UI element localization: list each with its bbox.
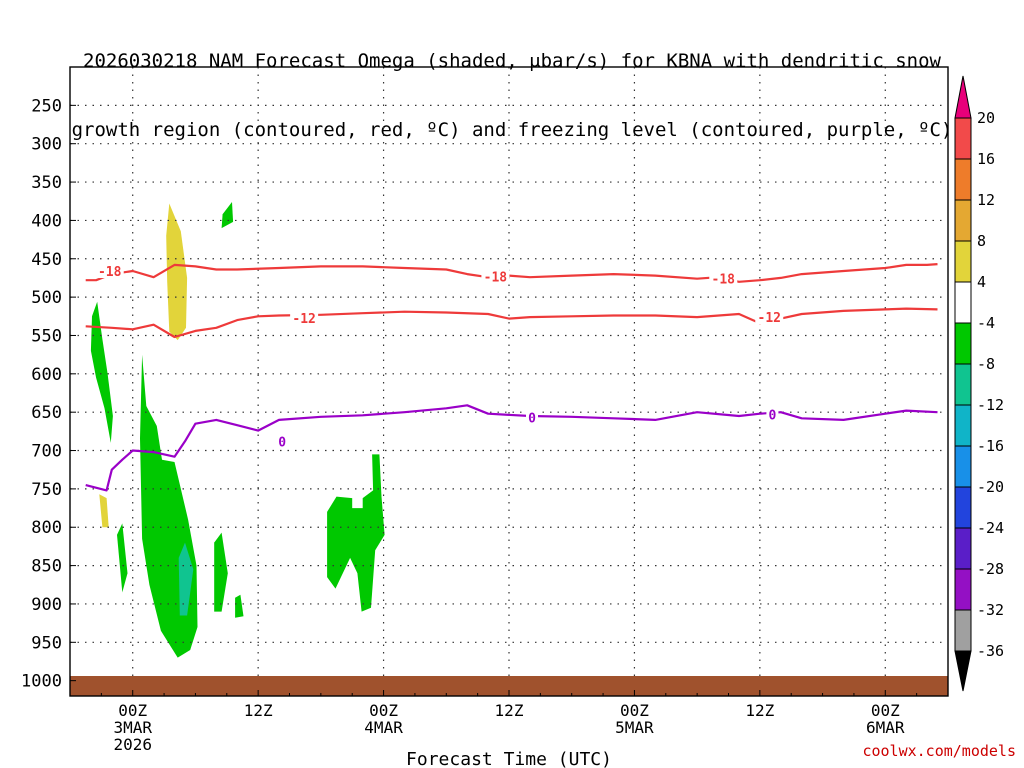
y-tick-label: 350: [31, 173, 62, 193]
colorbar: 20 16 12 8 4 -4 -8 -12 -16 -20 -24 -28 -32 -36: [954, 75, 1004, 692]
plot-frame: [69, 66, 949, 697]
colorbar-label: 16: [977, 150, 995, 168]
colorbar-bin: [954, 117, 972, 160]
colorbar-bin: [954, 363, 972, 406]
omega-region: [214, 532, 228, 612]
x-tick-label: 6MAR: [866, 718, 905, 737]
colorbar-label: 12: [977, 191, 995, 209]
contour-label: -18: [712, 273, 736, 288]
contour-label: -12: [292, 312, 315, 327]
omega-region: [178, 542, 194, 616]
y-tick-label: 500: [31, 288, 62, 308]
colorbar-label: 8: [977, 232, 986, 250]
colorbar-bin: [954, 527, 972, 570]
contour-label-bg: [709, 271, 738, 286]
omega-region: [166, 203, 188, 341]
y-tick-label: 450: [31, 250, 62, 270]
colorbar-max-arrow: [954, 75, 972, 119]
contour-label: 0: [278, 435, 286, 450]
y-tick-label: 1000: [21, 672, 62, 692]
y-tick-label: 950: [31, 633, 62, 653]
colorbar-label: -20: [977, 478, 1004, 496]
colorbar-label: -4: [977, 314, 995, 332]
y-tick-label: 550: [31, 326, 62, 346]
x-tick-label: 4MAR: [364, 718, 403, 737]
colorbar-label: -16: [977, 437, 1004, 455]
colorbar-bin: [954, 486, 972, 529]
y-tick-label: 600: [31, 365, 62, 385]
omega-region: [140, 354, 198, 658]
contour-label-bg: [525, 410, 538, 425]
omega-region: [221, 202, 234, 229]
colorbar-label: -12: [977, 396, 1004, 414]
grid-lines: [70, 67, 948, 696]
contour-label-bg: [766, 407, 779, 422]
colorbar-bin: [954, 568, 972, 611]
contour--18: [85, 263, 938, 283]
colorbar-label: 20: [977, 109, 995, 127]
omega-region: [90, 301, 113, 443]
colorbar-label: 4: [977, 273, 986, 291]
colorbar-label: -28: [977, 560, 1004, 578]
x-tick-label: 00Z: [118, 701, 147, 720]
contour-label-bg: [95, 264, 124, 279]
y-tick-label: 250: [31, 96, 62, 116]
y-tick-label: 750: [31, 480, 62, 500]
contour-label-bg: [290, 310, 319, 325]
x-tick-label: 12Z: [745, 701, 774, 720]
site-credit: coolwx.com/models: [862, 742, 1016, 760]
colorbar-min-arrow: [954, 650, 972, 692]
colorbar-bin: [954, 609, 972, 652]
x-tick-label: 12Z: [495, 701, 524, 720]
x-tick-label: 00Z: [369, 701, 398, 720]
y-tick-label: 400: [31, 211, 62, 231]
x-axis-title: Forecast Time (UTC): [406, 749, 612, 768]
x-tick-label: 00Z: [620, 701, 649, 720]
omega-region: [117, 523, 128, 593]
y-tick-label: 300: [31, 135, 62, 155]
contour--12: [85, 307, 938, 339]
colorbar-bin: [954, 199, 972, 242]
colorbar-label: -24: [977, 519, 1004, 537]
colorbar-label: -32: [977, 601, 1004, 619]
colorbar-label: -8: [977, 355, 995, 373]
y-tick-label: 900: [31, 595, 62, 615]
contour-lines: -18 -18 -18 -12 -12 0 0 0: [85, 263, 938, 492]
colorbar-bin: [954, 158, 972, 201]
colorbar-bin: [954, 240, 972, 283]
x-tick-label: 12Z: [244, 701, 273, 720]
contour-0: [85, 404, 938, 492]
x-tick-label: 2026: [113, 735, 152, 754]
omega-shading: [90, 202, 385, 658]
y-tick-label: 800: [31, 518, 62, 538]
contour-label-bg: [276, 434, 289, 449]
colorbar-bin: [954, 445, 972, 488]
y-axis: 250 300 350 400 450 500 550 600 650 700 750 800 850 9…: [21, 96, 76, 692]
colorbar-bin: [954, 322, 972, 365]
y-tick-label: 850: [31, 557, 62, 577]
colorbar-bin: [954, 281, 972, 324]
omega-region: [99, 494, 109, 528]
contour-label: -12: [758, 311, 781, 326]
contour-label: 0: [768, 408, 776, 423]
contour-label-bg: [755, 310, 784, 325]
x-tick-label: 5MAR: [615, 718, 654, 737]
contour-label: 0: [528, 412, 536, 427]
ground-surface: [70, 676, 948, 696]
x-tick-label: 00Z: [871, 701, 900, 720]
contour-label-bg: [481, 269, 510, 284]
chart-title-line-2: growth region (contoured, red, ºC) and f…: [71, 119, 953, 141]
colorbar-label: -36: [977, 642, 1004, 660]
omega-region: [235, 594, 244, 618]
colorbar-bin: [954, 404, 972, 447]
y-tick-label: 700: [31, 442, 62, 462]
y-tick-label: 650: [31, 403, 62, 423]
x-tick-label: 3MAR: [113, 718, 152, 737]
omega-region: [327, 454, 385, 612]
contour-label: -18: [484, 270, 508, 285]
contour-label: -18: [98, 265, 122, 280]
